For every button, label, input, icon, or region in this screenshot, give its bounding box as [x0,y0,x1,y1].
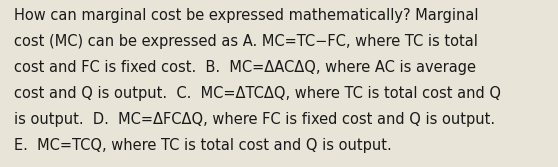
Text: cost and Q is output.  C.  MC=ΔTCΔQ, where TC is total cost and Q: cost and Q is output. C. MC=ΔTCΔQ, where… [14,86,501,101]
Text: How can marginal cost be expressed mathematically? Marginal: How can marginal cost be expressed mathe… [14,8,478,23]
Text: cost (MC) can be expressed as A. MC=TC−FC, where TC is total: cost (MC) can be expressed as A. MC=TC−F… [14,34,478,49]
Text: cost and FC is fixed cost.  B.  MC=ΔACΔQ, where AC is average: cost and FC is fixed cost. B. MC=ΔACΔQ, … [14,60,476,75]
Text: E.  MC=TCQ, where TC is total cost and Q is output.: E. MC=TCQ, where TC is total cost and Q … [14,138,392,153]
Text: is output.  D.  MC=ΔFCΔQ, where FC is fixed cost and Q is output.: is output. D. MC=ΔFCΔQ, where FC is fixe… [14,112,495,127]
